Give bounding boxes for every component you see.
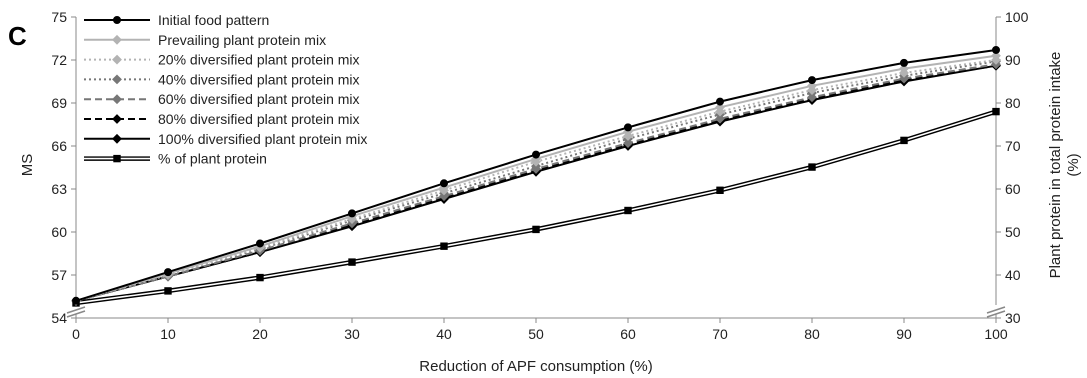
data-point [164, 268, 172, 277]
data-point [716, 97, 724, 106]
y-tick-label: 66 [51, 138, 67, 154]
x-tick-label: 20 [252, 326, 268, 342]
series [72, 45, 1000, 305]
legend-label: Prevailing plant protein mix [158, 32, 326, 48]
axis-break-line [66, 306, 86, 314]
legend-entry: 80% diversified plant protein mix [84, 111, 360, 127]
legend-label: 20% diversified plant protein mix [158, 52, 360, 68]
axes: 54 57 60 63 66 69 72 75 30 40 50 60 70 80 90 100 0 10 20 30… [51, 9, 1028, 342]
data-point [716, 186, 724, 194]
data-point [112, 54, 122, 65]
data-point [164, 287, 172, 295]
y-axis-break [66, 305, 86, 318]
legend-entry: Prevailing plant protein mix [84, 32, 326, 48]
series [72, 107, 1000, 307]
y-tick-label: 75 [51, 9, 67, 25]
data-point [112, 74, 122, 85]
data-point [991, 50, 1001, 61]
data-point [440, 242, 448, 250]
data-point [807, 80, 817, 91]
data-point [992, 45, 1000, 54]
legend-label: Initial food pattern [158, 12, 269, 28]
y2-tick-label: 60 [1005, 181, 1021, 197]
legend-label: % of plant protein [158, 151, 267, 167]
y-tick-label: 60 [51, 224, 67, 240]
legend-entry: 40% diversified plant protein mix [84, 71, 360, 87]
y2-axis-break [986, 305, 1006, 318]
series-layer [71, 45, 1001, 307]
x-tick-label: 90 [896, 326, 912, 342]
legend-label: 100% diversified plant protein mix [158, 131, 367, 147]
y2-tick-label: 100 [1005, 9, 1029, 25]
data-point [900, 58, 908, 67]
y-tick-label: 69 [51, 95, 67, 111]
x-axis-title: Reduction of APF consumption (%) [419, 358, 652, 375]
data-point [900, 136, 908, 145]
data-point [256, 273, 264, 282]
y-tick-label: 72 [51, 52, 67, 68]
data-point [715, 102, 725, 113]
legend-label: 80% diversified plant protein mix [158, 111, 360, 127]
series-line [75, 60, 997, 302]
axis-break-line [986, 310, 1006, 318]
legend-label: 60% diversified plant protein mix [158, 91, 360, 107]
data-point [348, 209, 356, 218]
axis-break-line [66, 310, 86, 318]
y2-tick-label: 30 [1005, 310, 1021, 326]
y-tick-label: 54 [51, 310, 67, 326]
legend: Initial food pattern Prevailing plant pro… [82, 9, 367, 177]
data-point [348, 258, 356, 266]
data-point [532, 150, 540, 159]
legend-background [82, 9, 344, 177]
data-point [992, 107, 1000, 116]
x-tick-label: 100 [984, 326, 1008, 342]
y2-tick-label: 70 [1005, 138, 1021, 154]
x-tick-label: 10 [160, 326, 176, 342]
x-tick-label: 50 [528, 326, 544, 342]
legend-label: 40% diversified plant protein mix [158, 71, 360, 87]
data-point [112, 133, 122, 144]
y2-axis-title-line2: (%) [1065, 153, 1082, 176]
data-point [624, 206, 632, 215]
x-tick-label: 0 [72, 326, 80, 342]
legend-entry: % of plant protein [84, 151, 267, 167]
data-point [256, 239, 264, 248]
data-point [113, 154, 121, 163]
y-axis-title: MS [19, 154, 36, 177]
data-point [808, 76, 816, 85]
y2-tick-label: 80 [1005, 95, 1021, 111]
y-tick-label: 63 [51, 181, 67, 197]
data-point [808, 163, 816, 171]
y-tick-label: 57 [51, 267, 67, 283]
axis-break-line [986, 306, 1006, 314]
y2-tick-label: 90 [1005, 52, 1021, 68]
panel-label: C [8, 21, 27, 51]
x-tick-label: 70 [712, 326, 728, 342]
y2-tick-label: 50 [1005, 224, 1021, 240]
x-tick-label: 40 [436, 326, 452, 342]
x-tick-label: 30 [344, 326, 360, 342]
legend-entry: Initial food pattern [84, 12, 269, 28]
data-point [112, 34, 122, 45]
data-point [440, 179, 448, 188]
legend-entry: 100% diversified plant protein mix [84, 131, 367, 147]
legend-entry: 60% diversified plant protein mix [84, 91, 360, 107]
data-point [72, 296, 80, 305]
x-tick-label: 80 [804, 326, 820, 342]
data-point [112, 94, 122, 105]
data-point [532, 225, 540, 234]
y2-axis-title-line1: Plant protein in total protein intake [1047, 52, 1064, 279]
y2-tick-label: 40 [1005, 267, 1021, 283]
legend-entry: 20% diversified plant protein mix [84, 52, 360, 68]
data-point [113, 16, 121, 24]
x-tick-label: 60 [620, 326, 636, 342]
data-point [624, 123, 632, 132]
data-point [112, 114, 122, 124]
data-point [899, 63, 909, 74]
